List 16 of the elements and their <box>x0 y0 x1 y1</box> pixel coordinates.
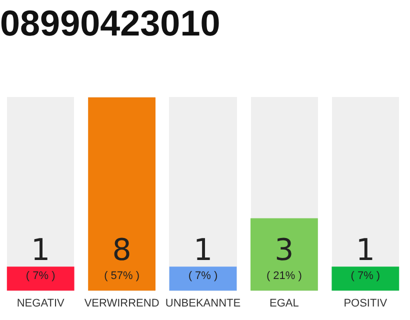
data-label: 1 <box>356 232 375 268</box>
x-tick-label: POSITIV <box>344 297 388 310</box>
x-tick-label: EGAL <box>270 297 299 310</box>
x-tick-label: NEGATIV <box>16 297 65 310</box>
data-label: 1 <box>31 232 50 268</box>
annotation: ( 21% ) <box>266 270 302 282</box>
annotation: ( 7% ) <box>26 270 56 282</box>
x-tick-label: VERWIRREND <box>84 297 160 310</box>
annotation: ( 7% ) <box>188 270 218 282</box>
data-label: 1 <box>193 232 213 268</box>
data-label: 3 <box>274 232 294 268</box>
annotation: ( 57% ) <box>104 270 140 282</box>
x-tick-label: UNBEKANNTE <box>165 297 241 310</box>
data-label: 8 <box>112 232 132 268</box>
chart-title: 08990423010 <box>0 2 220 44</box>
annotation: ( 7% ) <box>350 270 380 282</box>
